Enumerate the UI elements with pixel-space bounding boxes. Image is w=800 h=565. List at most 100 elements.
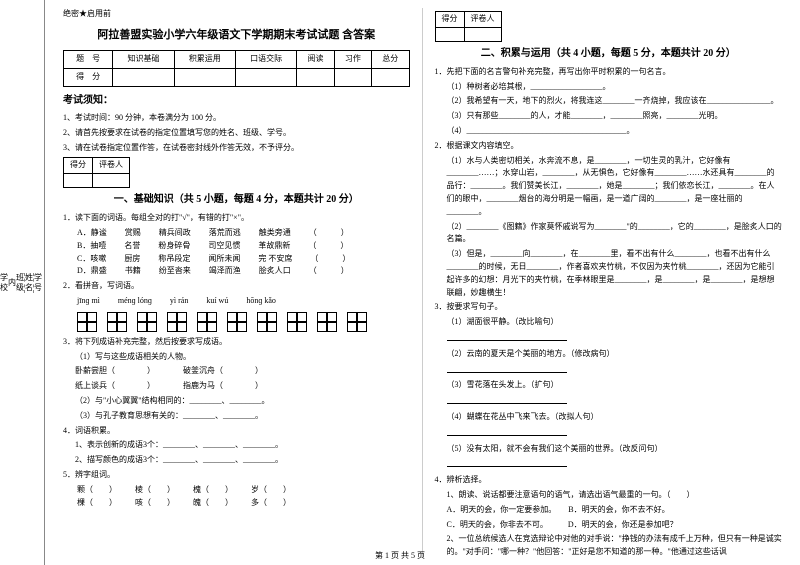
grader-cell: 得分 [64,158,93,174]
score-cell[interactable] [297,69,334,87]
char-box[interactable] [77,312,97,332]
char-box[interactable] [287,312,307,332]
q5-item: 咳（ ） [135,497,175,510]
q1-row: D．鼎盛 书籍 纷至沓来 竭泽而渔 脍炙人口 （ ） [63,265,410,278]
opt: 革故鼎新 [258,240,290,253]
question-3: 3．将下列成语补充完整，然后按要求写成语。 [63,336,410,349]
right-column: 得分 评卷人 二、积累与运用（共 4 小题，每题 5 分，本题共计 20 分） … [423,8,791,557]
section-2-title: 二、积累与运用（共 4 小题，每题 5 分，本题共计 20 分） [435,46,783,62]
opt: 书籍 [125,265,141,278]
question-1: 1．读下面的词语。每组全对的打"√"，有错的打"×"。 [63,212,410,225]
score-cell[interactable] [174,69,235,87]
grader-blank[interactable] [464,27,501,41]
opt: 落荒而逃 [209,227,241,240]
score-cell[interactable] [334,69,371,87]
pinyin-row: jīnɡ mì ménɡ lónɡ yì rán kuí wú hōnɡ kǎo [63,295,410,308]
grader-table: 得分 评卷人 [63,157,130,188]
score-header: 总分 [372,51,409,69]
answer-line[interactable] [435,363,783,378]
q5-item: 颗（ ） [77,484,117,497]
pinyin: ménɡ lónɡ [118,295,152,308]
score-header: 题 号 [64,51,113,69]
question-5: 5．辨字组词。 [63,469,410,482]
score-cell[interactable] [235,69,296,87]
grader-cell: 评卷人 [464,12,501,28]
r1-line: （2）我希望有一天，地下的烈火，将我连这________一齐烧掉，我应该在___… [435,95,783,108]
score-cell[interactable] [113,69,174,87]
binding-sidebar: 学号 姓名 班级 内 学校 线 封 乡镇(街道) [0,0,45,565]
q1-row: B．抽噎 名誉 粉身碎骨 司空见惯 革故鼎新 （ ） [63,240,410,253]
opt: A．静谧 [77,227,107,240]
q5-item: 魄（ ） [193,497,233,510]
q3-sub: （2）与"小心翼翼"结构相同的：________、________。 [63,395,410,408]
q3-line: 纸上谈兵（ ） 指鹿为马（ ） [63,380,410,393]
question-2: 2．看拼音，写词语。 [63,280,410,293]
opt: 触类旁通 [259,227,291,240]
notices: 1、考试时间：90 分钟，本卷满分为 100 分。 2、请首先按要求在试卷的指定… [63,112,410,154]
char-box[interactable] [347,312,367,332]
opt: 粉身碎骨 [158,240,190,253]
notice-item: 2、请首先按要求在试卷的指定位置填写您的姓名、班级、学号。 [63,127,410,140]
pinyin: yì rán [170,295,188,308]
page-footer: 第 1 页 共 5 页 [0,550,800,561]
r1-line: （3）只有那些________的人，才能________，________照亮，… [435,110,783,123]
score-header: 习作 [334,51,371,69]
answer-line[interactable] [435,331,783,346]
char-box[interactable] [257,312,277,332]
sidebar-label: 姓名 [25,273,33,292]
opt-blank[interactable]: （ ） [309,227,349,240]
question-r1: 1．先把下面的名言警句补充完整，再写出你平时积累的一句名言。 [435,66,783,79]
opt: B．抽噎 [77,240,106,253]
sidebar-label: 学号 [34,273,42,292]
q4-line: 1、表示创新的成语3个：________、________、________。 [63,439,410,452]
grader-blank[interactable] [435,27,464,41]
question-4: 4．词语积累。 [63,425,410,438]
char-box[interactable] [197,312,217,332]
q1-row: C．咳嗽 厨房 称吊段定 闻所未闻 完 不安席 （ ） [63,253,410,266]
exam-page: 学号 姓名 班级 内 学校 线 封 乡镇(街道) 绝密★启用前 阿拉善盟实验小学… [0,0,800,565]
q5-item: 棵（ ） [77,497,117,510]
opt: C．咳嗽 [77,253,106,266]
char-box[interactable] [227,312,247,332]
opt: 司空见惯 [208,240,240,253]
opt-blank[interactable]: （ ） [309,265,349,278]
r3-line: （1）湖面很平静。（改比喻句） [435,316,783,329]
grader-blank[interactable] [64,174,93,188]
char-box[interactable] [167,312,187,332]
char-box[interactable] [317,312,337,332]
grader-cell: 评卷人 [93,158,130,174]
opt: D．鼎盛 [77,265,107,278]
exam-title: 阿拉善盟实验小学六年级语文下学期期末考试试题 含答案 [63,27,410,45]
opt-blank[interactable]: （ ） [308,240,348,253]
pinyin: hōnɡ kǎo [246,295,276,308]
answer-line[interactable] [435,457,783,472]
opt: 称吊段定 [158,253,190,266]
q1-row: A．静谧 赏赐 精兵间政 落荒而逃 触类旁通 （ ） [63,227,410,240]
opt: 脍炙人口 [259,265,291,278]
score-header: 知识基础 [113,51,174,69]
pinyin: jīnɡ mì [77,295,100,308]
sidebar-label: 班级 [16,273,24,292]
opt: 完 不安席 [258,253,292,266]
q3-sub: （1）写与这些成语相关的人物。 [63,351,410,364]
opt: 赏赐 [125,227,141,240]
notice-item: 1、考试时间：90 分钟，本卷满分为 100 分。 [63,112,410,125]
r4-line: 1、朗读、说话都要注意语句的语气，请选出语气最重的一句。（ ） [435,489,783,502]
q3-sub: （3）与孔子教育思想有关的：________、________。 [63,410,410,423]
opt-blank[interactable]: （ ） [310,253,350,266]
grader-blank[interactable] [93,174,130,188]
char-box[interactable] [107,312,127,332]
answer-line[interactable] [435,426,783,441]
answer-line[interactable] [435,394,783,409]
r2-line: （2）________《图籍》作家莫怀戚说写为________"的_______… [435,221,783,247]
q5-row: 颗（ ） 棱（ ） 槐（ ） 岁（ ） [63,484,410,497]
score-cell[interactable] [372,69,409,87]
r2-line: （3）但是，________向________，在________里，看不出有什… [435,248,783,299]
r1-line: （4）_____________________________________… [435,125,783,138]
section-1-title: 一、基础知识（共 5 小题，每题 4 分，本题共计 20 分） [63,192,410,208]
char-box[interactable] [137,312,157,332]
opt: 精兵间政 [159,227,191,240]
r3-line: （2）云南的夏天是个美丽的地方。（修改病句） [435,348,783,361]
pinyin: kuí wú [206,295,228,308]
score-row-label: 得 分 [64,69,113,87]
